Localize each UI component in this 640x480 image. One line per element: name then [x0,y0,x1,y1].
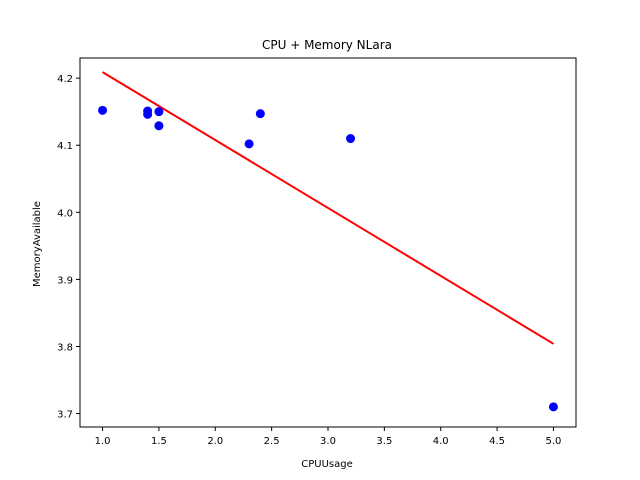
plot-frame [79,57,577,428]
data-point [244,139,254,149]
chart-title: CPU + Memory NLara [262,38,392,52]
data-point [98,105,108,115]
data-point [548,402,558,412]
y-tick-label: 4.1 [57,141,73,152]
y-tick-label: 4.0 [57,208,73,219]
y-axis-label: MemoryAvailable [32,201,43,287]
y-tick-label: 3.7 [57,410,73,421]
x-tick-label: 4.5 [489,436,505,447]
x-tick-label: 5.0 [546,436,562,447]
x-tick-label: 1.0 [95,436,111,447]
x-tick-label: 1.5 [151,436,167,447]
y-tick-label: 3.8 [57,342,73,353]
y-tick-label: 4.2 [57,74,73,85]
x-axis-label: CPUUsage [301,459,353,470]
x-tick-label: 4.0 [433,436,449,447]
x-tick-label: 3.5 [376,436,392,447]
y-tick-label: 3.9 [57,275,73,286]
data-point [154,121,164,131]
data-point [346,134,356,144]
x-tick-label: 2.0 [207,436,223,447]
x-tick-label: 2.5 [264,436,280,447]
x-tick-label: 3.0 [320,436,336,447]
regression-line [102,71,554,345]
data-point [154,107,164,117]
plot-area: 1.0 1.5 2.0 2.5 3.0 3.5 4.0 4.5 5.0 3.7 3.8 3.9 4.0 4… [57,57,577,447]
data-point [255,109,265,119]
data-point [143,109,153,119]
